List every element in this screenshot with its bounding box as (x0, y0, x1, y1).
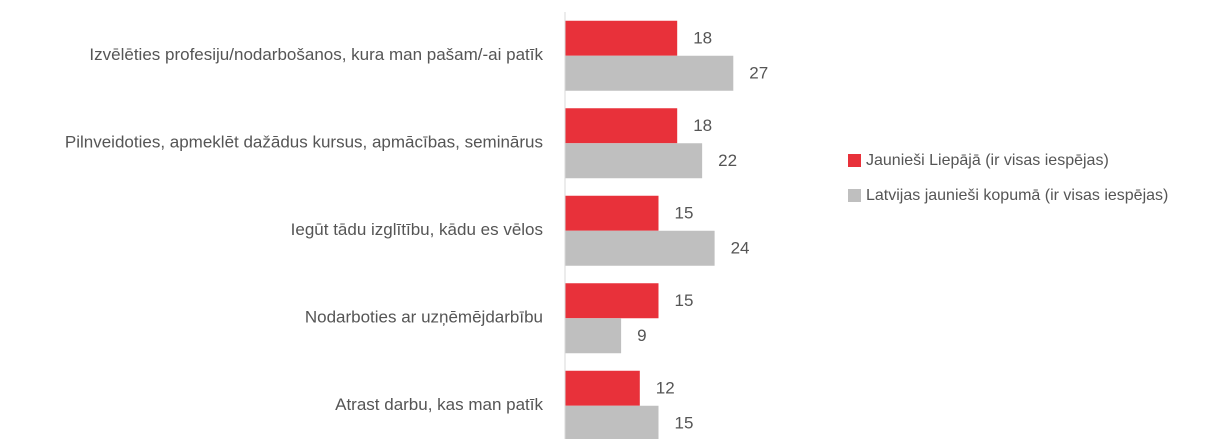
category-label: Iegūt tādu izglītību, kādu es vēlos (291, 220, 543, 239)
bar (565, 108, 678, 144)
value-label: 27 (749, 64, 768, 83)
value-label: 15 (675, 291, 694, 310)
value-label: 18 (693, 29, 712, 48)
category-label: Atrast darbu, kas man patīk (335, 395, 543, 414)
value-label: 18 (693, 116, 712, 135)
value-label: 24 (731, 239, 750, 258)
value-label: 22 (718, 151, 737, 170)
bar (565, 318, 622, 354)
bar (565, 283, 659, 319)
bar (565, 20, 678, 56)
value-label: 15 (675, 204, 694, 223)
bar (565, 143, 703, 179)
value-label: 15 (675, 414, 694, 433)
bar (565, 195, 659, 231)
legend-swatch (848, 154, 861, 167)
value-label: 9 (637, 326, 646, 345)
legend-swatch (848, 189, 861, 202)
value-label: 12 (656, 379, 675, 398)
bar (565, 55, 734, 91)
legend-label: Jaunieši Liepājā (ir visas iespējas) (866, 152, 1109, 169)
bar (565, 405, 659, 439)
legend-label: Latvijas jaunieši kopumā (ir visas iespē… (866, 187, 1168, 204)
category-label: Nodarboties ar uzņēmējdarbību (305, 308, 543, 327)
category-label: Pilnveidoties, apmeklēt dažādus kursus, … (65, 133, 543, 152)
bar (565, 370, 640, 406)
bar (565, 230, 715, 266)
category-label: Izvēlēties profesiju/nodarbošanos, kura … (89, 45, 543, 64)
